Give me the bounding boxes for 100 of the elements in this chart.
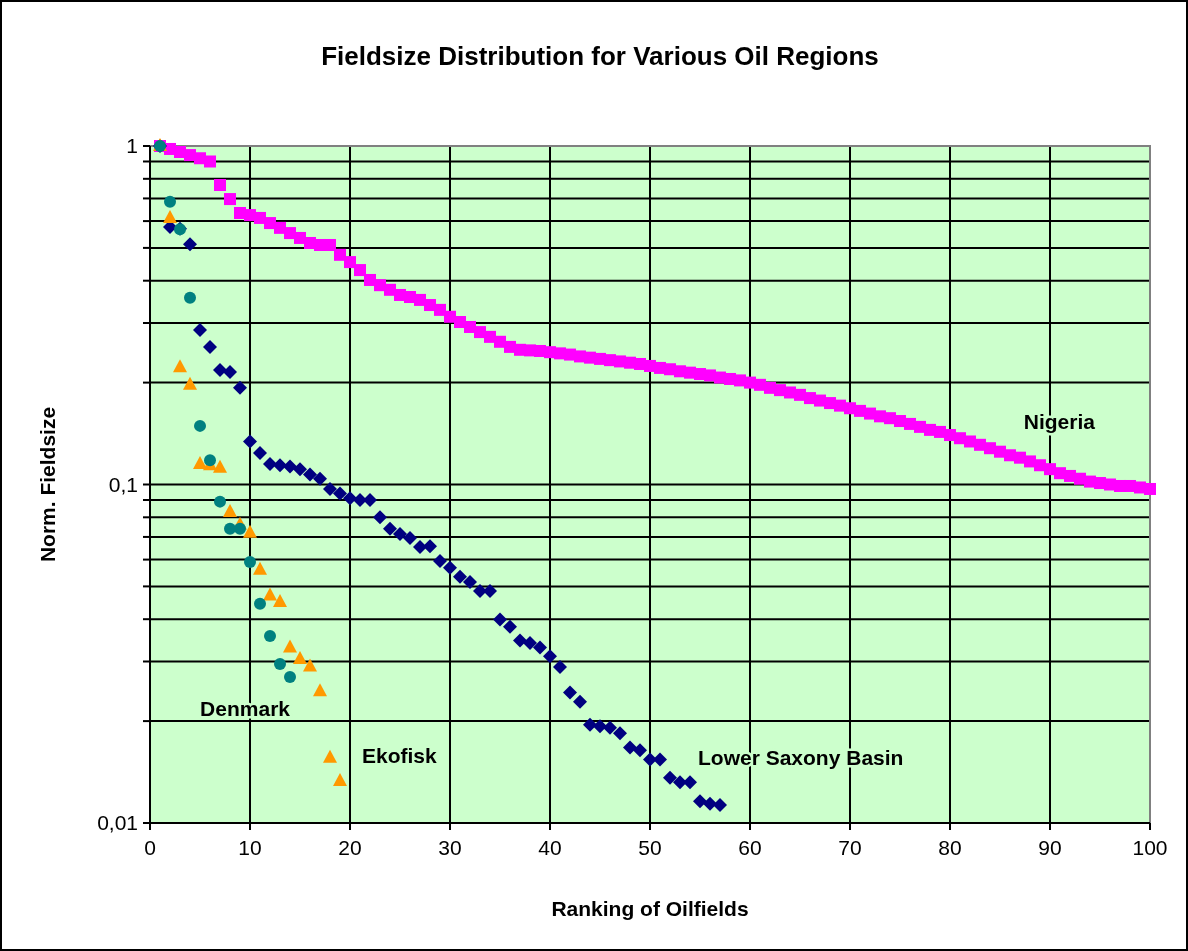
point [263, 587, 277, 601]
point [473, 583, 487, 598]
point [503, 619, 517, 634]
x-tick-label: 0 [144, 836, 156, 859]
point [183, 376, 197, 390]
point [363, 492, 377, 507]
point [264, 629, 276, 642]
x-axis-title: Ranking of Oilfields [551, 897, 749, 920]
x-tick-label: 10 [238, 836, 262, 859]
point [673, 775, 687, 790]
x-tick-label: 50 [638, 836, 662, 859]
chart-title: Fieldsize Distribution for Various Oil Regions [321, 41, 879, 71]
point [323, 481, 337, 496]
x-tick-label: 30 [438, 836, 462, 859]
y-axis-title: Norm. Fieldsize [36, 406, 59, 563]
point [413, 539, 427, 554]
point [453, 569, 467, 584]
point [333, 773, 347, 787]
point [173, 359, 187, 373]
point [253, 445, 267, 460]
point [583, 717, 597, 732]
point [244, 556, 256, 569]
point [184, 291, 196, 304]
point [283, 639, 297, 653]
point [194, 419, 206, 432]
point [403, 530, 417, 545]
point [383, 521, 397, 536]
point [623, 740, 637, 755]
point [243, 434, 257, 449]
point [533, 640, 547, 655]
point [223, 503, 237, 517]
point [393, 527, 407, 542]
point [323, 749, 337, 763]
point [353, 492, 367, 507]
point [254, 597, 266, 610]
point [713, 798, 727, 813]
point [273, 458, 287, 473]
y-tick-label: 1 [126, 134, 138, 157]
point [183, 237, 197, 252]
x-tick-label: 60 [738, 836, 762, 859]
series-label: Ekofisk [362, 744, 438, 768]
point [333, 486, 347, 501]
point [423, 539, 437, 554]
point [274, 657, 286, 670]
point [603, 720, 617, 735]
point [203, 339, 217, 354]
x-tick-label: 100 [1132, 836, 1168, 859]
point [643, 752, 657, 767]
point [343, 491, 357, 506]
point [214, 495, 226, 508]
point [683, 775, 697, 790]
point [303, 658, 317, 672]
point [193, 455, 207, 469]
x-tick-label: 90 [1038, 836, 1062, 859]
point [543, 649, 557, 664]
point [593, 719, 607, 734]
x-tick-label: 20 [338, 836, 362, 859]
point [224, 522, 236, 535]
point [663, 770, 677, 785]
point [223, 364, 237, 379]
point [213, 459, 227, 473]
point [433, 554, 447, 569]
point [573, 694, 587, 709]
point [693, 794, 707, 809]
point [263, 456, 277, 471]
point [283, 459, 297, 474]
point [513, 633, 527, 648]
point [483, 583, 497, 598]
point [443, 560, 457, 575]
point [193, 323, 207, 338]
x-tick-label: 80 [938, 836, 962, 859]
point [613, 726, 627, 741]
point [243, 524, 257, 538]
point [493, 612, 507, 627]
point [234, 522, 246, 535]
y-tick-label: 0,01 [97, 811, 138, 834]
y-tick-label: 0,1 [108, 472, 138, 496]
point [313, 471, 327, 486]
point [553, 659, 567, 674]
point [163, 209, 177, 223]
point [233, 380, 247, 395]
x-tick-label: 40 [538, 836, 562, 859]
point [204, 454, 216, 467]
point [653, 752, 667, 767]
point [633, 743, 647, 758]
point [284, 670, 296, 683]
point [273, 593, 287, 607]
point [703, 796, 717, 811]
point [313, 683, 327, 697]
point [523, 636, 537, 651]
x-tick-label: 70 [838, 836, 862, 859]
point [293, 651, 307, 665]
point [303, 467, 317, 482]
point [563, 685, 577, 700]
point [463, 575, 477, 590]
point [213, 362, 227, 377]
point [253, 561, 267, 575]
point [293, 462, 307, 477]
point [164, 195, 176, 208]
point [373, 510, 387, 525]
